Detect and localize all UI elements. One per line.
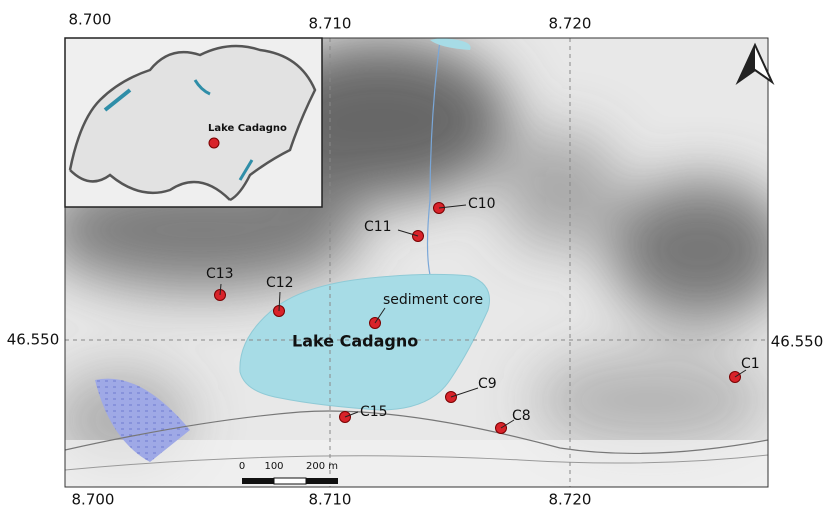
site-label: C15 [360,404,388,420]
latitude-label: 46.550 [7,331,60,349]
map: Lake Cadagno C1 C8 C9 C10 C11 C12 C13 C1… [0,0,826,510]
longitude-label: 8.700 [69,11,112,29]
site-label: C10 [468,196,496,212]
site-label: C13 [206,266,234,282]
longitude-label: 8.720 [549,491,592,509]
scale-label: 200 m [306,461,338,472]
longitude-label: 8.720 [549,15,592,33]
site-label: C9 [478,376,497,392]
inset-map: Lake Cadagno [65,38,322,207]
inset-label: Lake Cadagno [208,123,287,134]
site-label: C12 [266,275,294,291]
longitude-label: 8.710 [309,491,352,509]
site-label: C1 [741,356,760,372]
longitude-label: 8.710 [309,15,352,33]
scale-label: 0 [239,461,245,472]
page: {"grid_labels": {"top": ["8.700", "8.710… [0,0,826,510]
lake-label: Lake Cadagno [292,332,418,351]
core-label: sediment core [383,292,483,308]
site-label: C8 [512,408,531,424]
scale-label: 100 [264,461,283,472]
latitude-label: 46.550 [771,333,824,351]
longitude-label: 8.700 [72,491,115,509]
site-label: C11 [364,219,392,235]
